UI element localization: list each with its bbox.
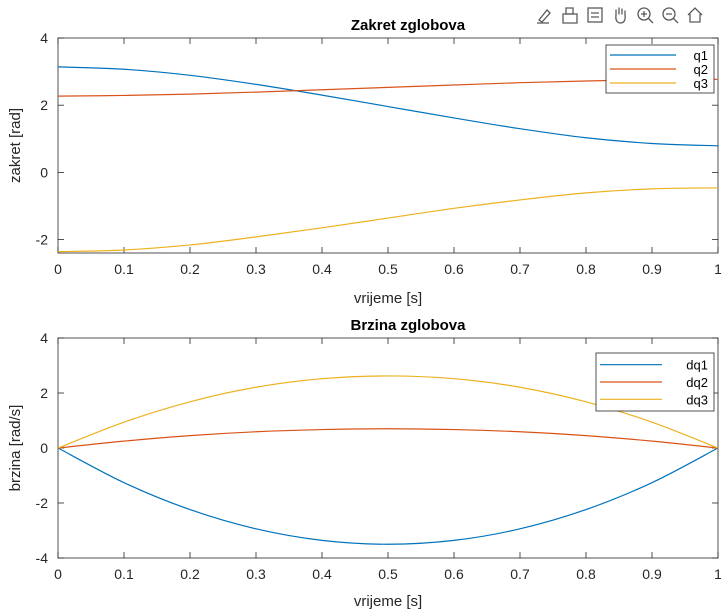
legend-label-dq2: dq2 — [686, 375, 708, 390]
print-icon[interactable] — [559, 4, 581, 26]
axes-toolbar — [534, 2, 706, 28]
x-tick-label: 0.1 — [114, 261, 134, 277]
chart-2: 0 0.1 0.2 0.3 0.4 0.5 0.6 0.7 0.8 0.9 1 -4 -2 0 2 4 Brzi… — [7, 317, 721, 610]
x-tick-label: 0.5 — [378, 261, 398, 277]
chart-title: Zakret zglobova — [351, 17, 466, 34]
x-tick-label: 0.4 — [312, 261, 332, 277]
y-tick-label: 0 — [40, 164, 48, 180]
y-tick-label: 4 — [40, 330, 48, 346]
x-axis-label: vrijeme [s] — [354, 290, 422, 307]
y-axis-label: brzina [rad/s] — [7, 405, 24, 492]
zoom-out-icon[interactable] — [659, 4, 681, 26]
brush-icon[interactable] — [534, 4, 556, 26]
y-tick-label: 2 — [40, 97, 48, 113]
x-tick-label: 0.8 — [576, 566, 596, 582]
zoom-in-icon[interactable] — [634, 4, 656, 26]
x-tick-label: 0 — [54, 261, 62, 277]
y-axis-label: zakret [rad] — [7, 108, 24, 183]
x-tick-label: 0.2 — [180, 566, 200, 582]
series-line-q2 — [58, 78, 718, 97]
legend[interactable]: dq1 dq2 dq3 — [595, 352, 715, 412]
series-line-dq2 — [58, 428, 718, 449]
chart-title: Brzina zglobova — [350, 317, 466, 334]
x-tick-label: 0.6 — [444, 566, 464, 582]
x-tick-label: 0.4 — [312, 566, 332, 582]
series-line-q3 — [58, 187, 718, 253]
legend-label-dq3: dq3 — [686, 392, 708, 407]
x-tick-label: 0 — [54, 566, 62, 582]
x-tick-label: 0.2 — [180, 261, 200, 277]
x-tick-label: 1 — [714, 261, 721, 277]
legend-label-q1: q1 — [694, 48, 708, 63]
x-tick-label: 0.6 — [444, 261, 464, 277]
y-tick-label: -4 — [36, 550, 49, 566]
chart-1: 0 0.1 0.2 0.3 0.4 0.5 0.6 0.7 0.8 0.9 1 -2 0 2 4 Zakret… — [7, 17, 721, 307]
x-tick-label: 0.3 — [246, 566, 266, 582]
legend-label-dq1: dq1 — [686, 358, 708, 373]
x-tick-label: 1 — [714, 566, 721, 582]
x-tick-label: 0.7 — [510, 566, 530, 582]
x-tick-label: 0.8 — [576, 261, 596, 277]
series-line-dq1 — [58, 447, 718, 545]
home-icon[interactable] — [684, 4, 706, 26]
x-tick-label: 0.9 — [642, 261, 662, 277]
legend-label-q2: q2 — [694, 62, 708, 77]
x-tick-label: 0.5 — [378, 566, 398, 582]
series-line-q1 — [58, 66, 718, 147]
x-tick-label: 0.7 — [510, 261, 530, 277]
y-tick-label: 2 — [40, 385, 48, 401]
legend-label-q3: q3 — [694, 76, 708, 91]
export-icon[interactable] — [584, 4, 606, 26]
x-tick-label: 0.9 — [642, 566, 662, 582]
y-tick-label: 4 — [40, 30, 48, 46]
x-axis-label: vrijeme [s] — [354, 593, 422, 610]
y-tick-label: -2 — [36, 495, 49, 511]
y-tick-label: 0 — [40, 440, 48, 456]
x-tick-label: 0.1 — [114, 566, 134, 582]
x-tick-label: 0.3 — [246, 261, 266, 277]
y-tick-label: -2 — [36, 232, 49, 248]
pan-icon[interactable] — [609, 4, 631, 26]
